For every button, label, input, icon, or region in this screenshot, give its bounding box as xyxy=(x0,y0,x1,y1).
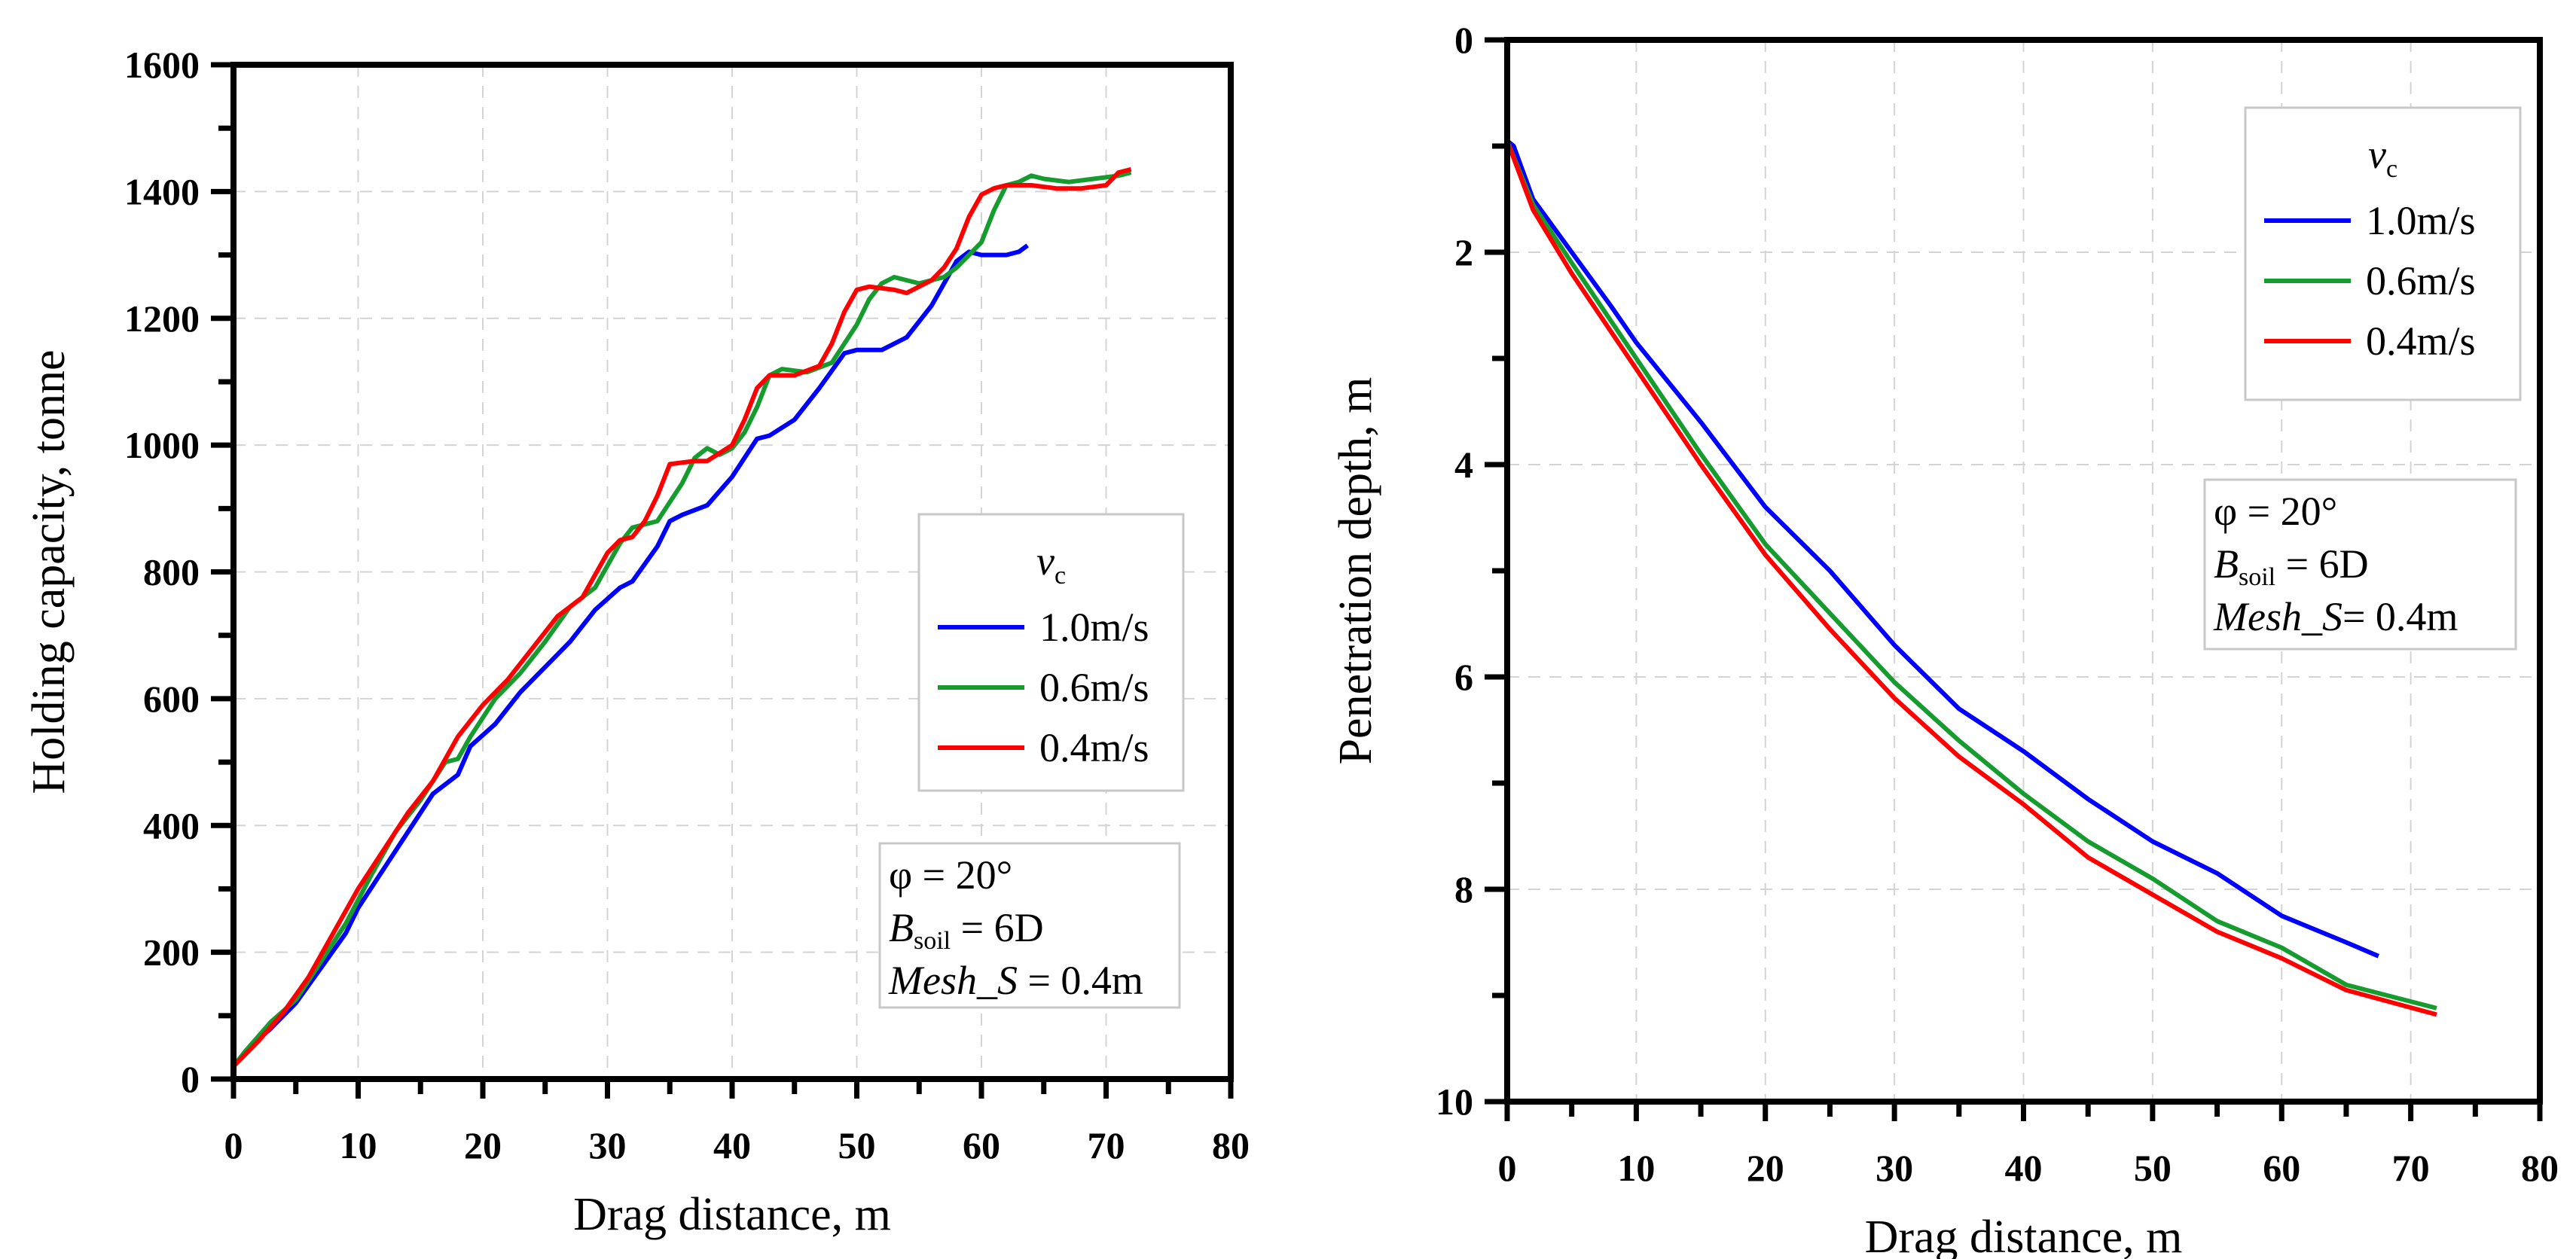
series-line-0.6m-per-s xyxy=(1505,139,2437,1011)
annotation-box xyxy=(878,842,1181,1009)
x-tick-label: 30 xyxy=(589,1124,627,1166)
y-tick-label: 2 xyxy=(1454,231,1473,273)
series-line-1.0m-per-s xyxy=(231,243,1029,1068)
plot-frame xyxy=(1504,37,2543,1105)
x-tick-label: 0 xyxy=(224,1124,243,1166)
annotation-phi: φ = 20° xyxy=(889,852,1012,898)
x-tick-label: 50 xyxy=(838,1124,876,1166)
series-line-1.0m-per-s xyxy=(1506,139,2379,959)
x-tick-label: 20 xyxy=(1747,1147,1784,1189)
y-tick-label: 0 xyxy=(1454,19,1473,61)
x-tick-label: 20 xyxy=(464,1124,502,1166)
y-tick-label: 8 xyxy=(1454,868,1473,910)
annotation-mesh: Mesh_S = 0.4m xyxy=(888,958,1143,1003)
x-tick-label: 10 xyxy=(1617,1147,1655,1189)
annotation-b-rest: = 6D xyxy=(2275,541,2368,587)
annotation-b-sub: soil xyxy=(2239,563,2275,591)
x-tick-label: 80 xyxy=(1212,1124,1250,1166)
x-tick-label: 40 xyxy=(713,1124,751,1166)
x-tick-label: 70 xyxy=(1088,1124,1125,1166)
x-axis-title: Drag distance, m xyxy=(573,1189,891,1240)
legend-label: 1.0m/s xyxy=(2366,198,2476,243)
y-tick-label: 10 xyxy=(1436,1081,1473,1123)
x-tick-label: 10 xyxy=(340,1124,377,1166)
x-tick-label: 60 xyxy=(2263,1147,2300,1189)
chart-2: 0 10 20 30 40 50 60 70 80 0 2 4 6 8 10 Drag distance, m… xyxy=(1330,19,2559,1259)
x-axis-title: Drag distance, m xyxy=(1865,1212,2183,1259)
plot-frame xyxy=(230,62,1234,1082)
y-tick-label: 400 xyxy=(143,804,200,846)
y-axis-title: Holding capacity, tonne xyxy=(23,350,75,794)
annotation-b: B xyxy=(2214,541,2239,587)
x-tick-label: 40 xyxy=(2005,1147,2043,1189)
annotation-b-rest: = 6D xyxy=(951,905,1043,950)
y-tick-label: 200 xyxy=(143,931,200,974)
legend: vc 1.0m/s 0.6m/s 0.4m/s xyxy=(917,513,1185,792)
legend: vc 1.0m/s 0.6m/s 0.4m/s xyxy=(2244,106,2522,401)
legend-title-v: v xyxy=(1036,538,1055,584)
y-tick-label: 4 xyxy=(1454,444,1473,486)
annotation-mesh: Mesh_S xyxy=(888,958,1018,1003)
annotation-b-sub: soil xyxy=(914,927,951,955)
y-tick-label: 6 xyxy=(1454,656,1473,698)
legend-title: vc xyxy=(2368,132,2397,183)
x-tick-label: 70 xyxy=(2392,1147,2430,1189)
legend-label: 0.4m/s xyxy=(1039,725,1149,770)
annotation-phi: φ = 20° xyxy=(2214,489,2337,534)
legend-box xyxy=(2244,106,2522,401)
y-tick-label: 1400 xyxy=(124,170,200,212)
x-tick-label: 30 xyxy=(1876,1147,1913,1189)
y-tick-label: 800 xyxy=(143,551,200,593)
legend-title-sub: c xyxy=(2386,155,2397,183)
x-tick-label: 0 xyxy=(1498,1147,1517,1189)
legend-label: 0.6m/s xyxy=(2366,258,2476,303)
legend-title-v: v xyxy=(2368,132,2386,177)
annotation-bsoil: Bsoil = 6D xyxy=(2214,541,2369,591)
annotation-mesh-rest: = 0.4m xyxy=(1018,958,1143,1003)
y-tick-label: 600 xyxy=(143,678,200,720)
y-tick-label: 1200 xyxy=(124,297,200,340)
annotation-b: B xyxy=(889,905,914,950)
x-tick-label: 80 xyxy=(2521,1147,2559,1189)
series-line-0.4m-per-s xyxy=(231,166,1132,1068)
y-axis-title: Penetration depth, m xyxy=(1330,377,1381,765)
x-tick-label: 50 xyxy=(2134,1147,2172,1189)
legend-title: vc xyxy=(1036,538,1066,590)
annotation-mesh: Mesh_S xyxy=(2213,594,2343,639)
legend-label: 0.6m/s xyxy=(1039,665,1149,710)
y-tick-label: 1000 xyxy=(124,424,200,466)
annotation-mesh: Mesh_S= 0.4m xyxy=(2213,594,2458,639)
series-line-0.4m-per-s xyxy=(1505,139,2437,1017)
y-tick-label: 1600 xyxy=(124,44,200,86)
annotation-mesh-rest: = 0.4m xyxy=(2343,594,2458,639)
y-tick-label: 0 xyxy=(181,1058,200,1100)
annotation-bsoil: Bsoil = 6D xyxy=(889,905,1044,955)
legend-title-sub: c xyxy=(1055,562,1066,590)
x-tick-label: 60 xyxy=(963,1124,1000,1166)
legend-box xyxy=(917,513,1185,792)
legend-label: 1.0m/s xyxy=(1039,605,1149,650)
chart-1: 0 10 20 30 40 50 60 70 8002004006008001000120014… xyxy=(23,44,1250,1240)
legend-label: 0.4m/s xyxy=(2366,319,2476,364)
annotation-box xyxy=(2203,478,2517,651)
